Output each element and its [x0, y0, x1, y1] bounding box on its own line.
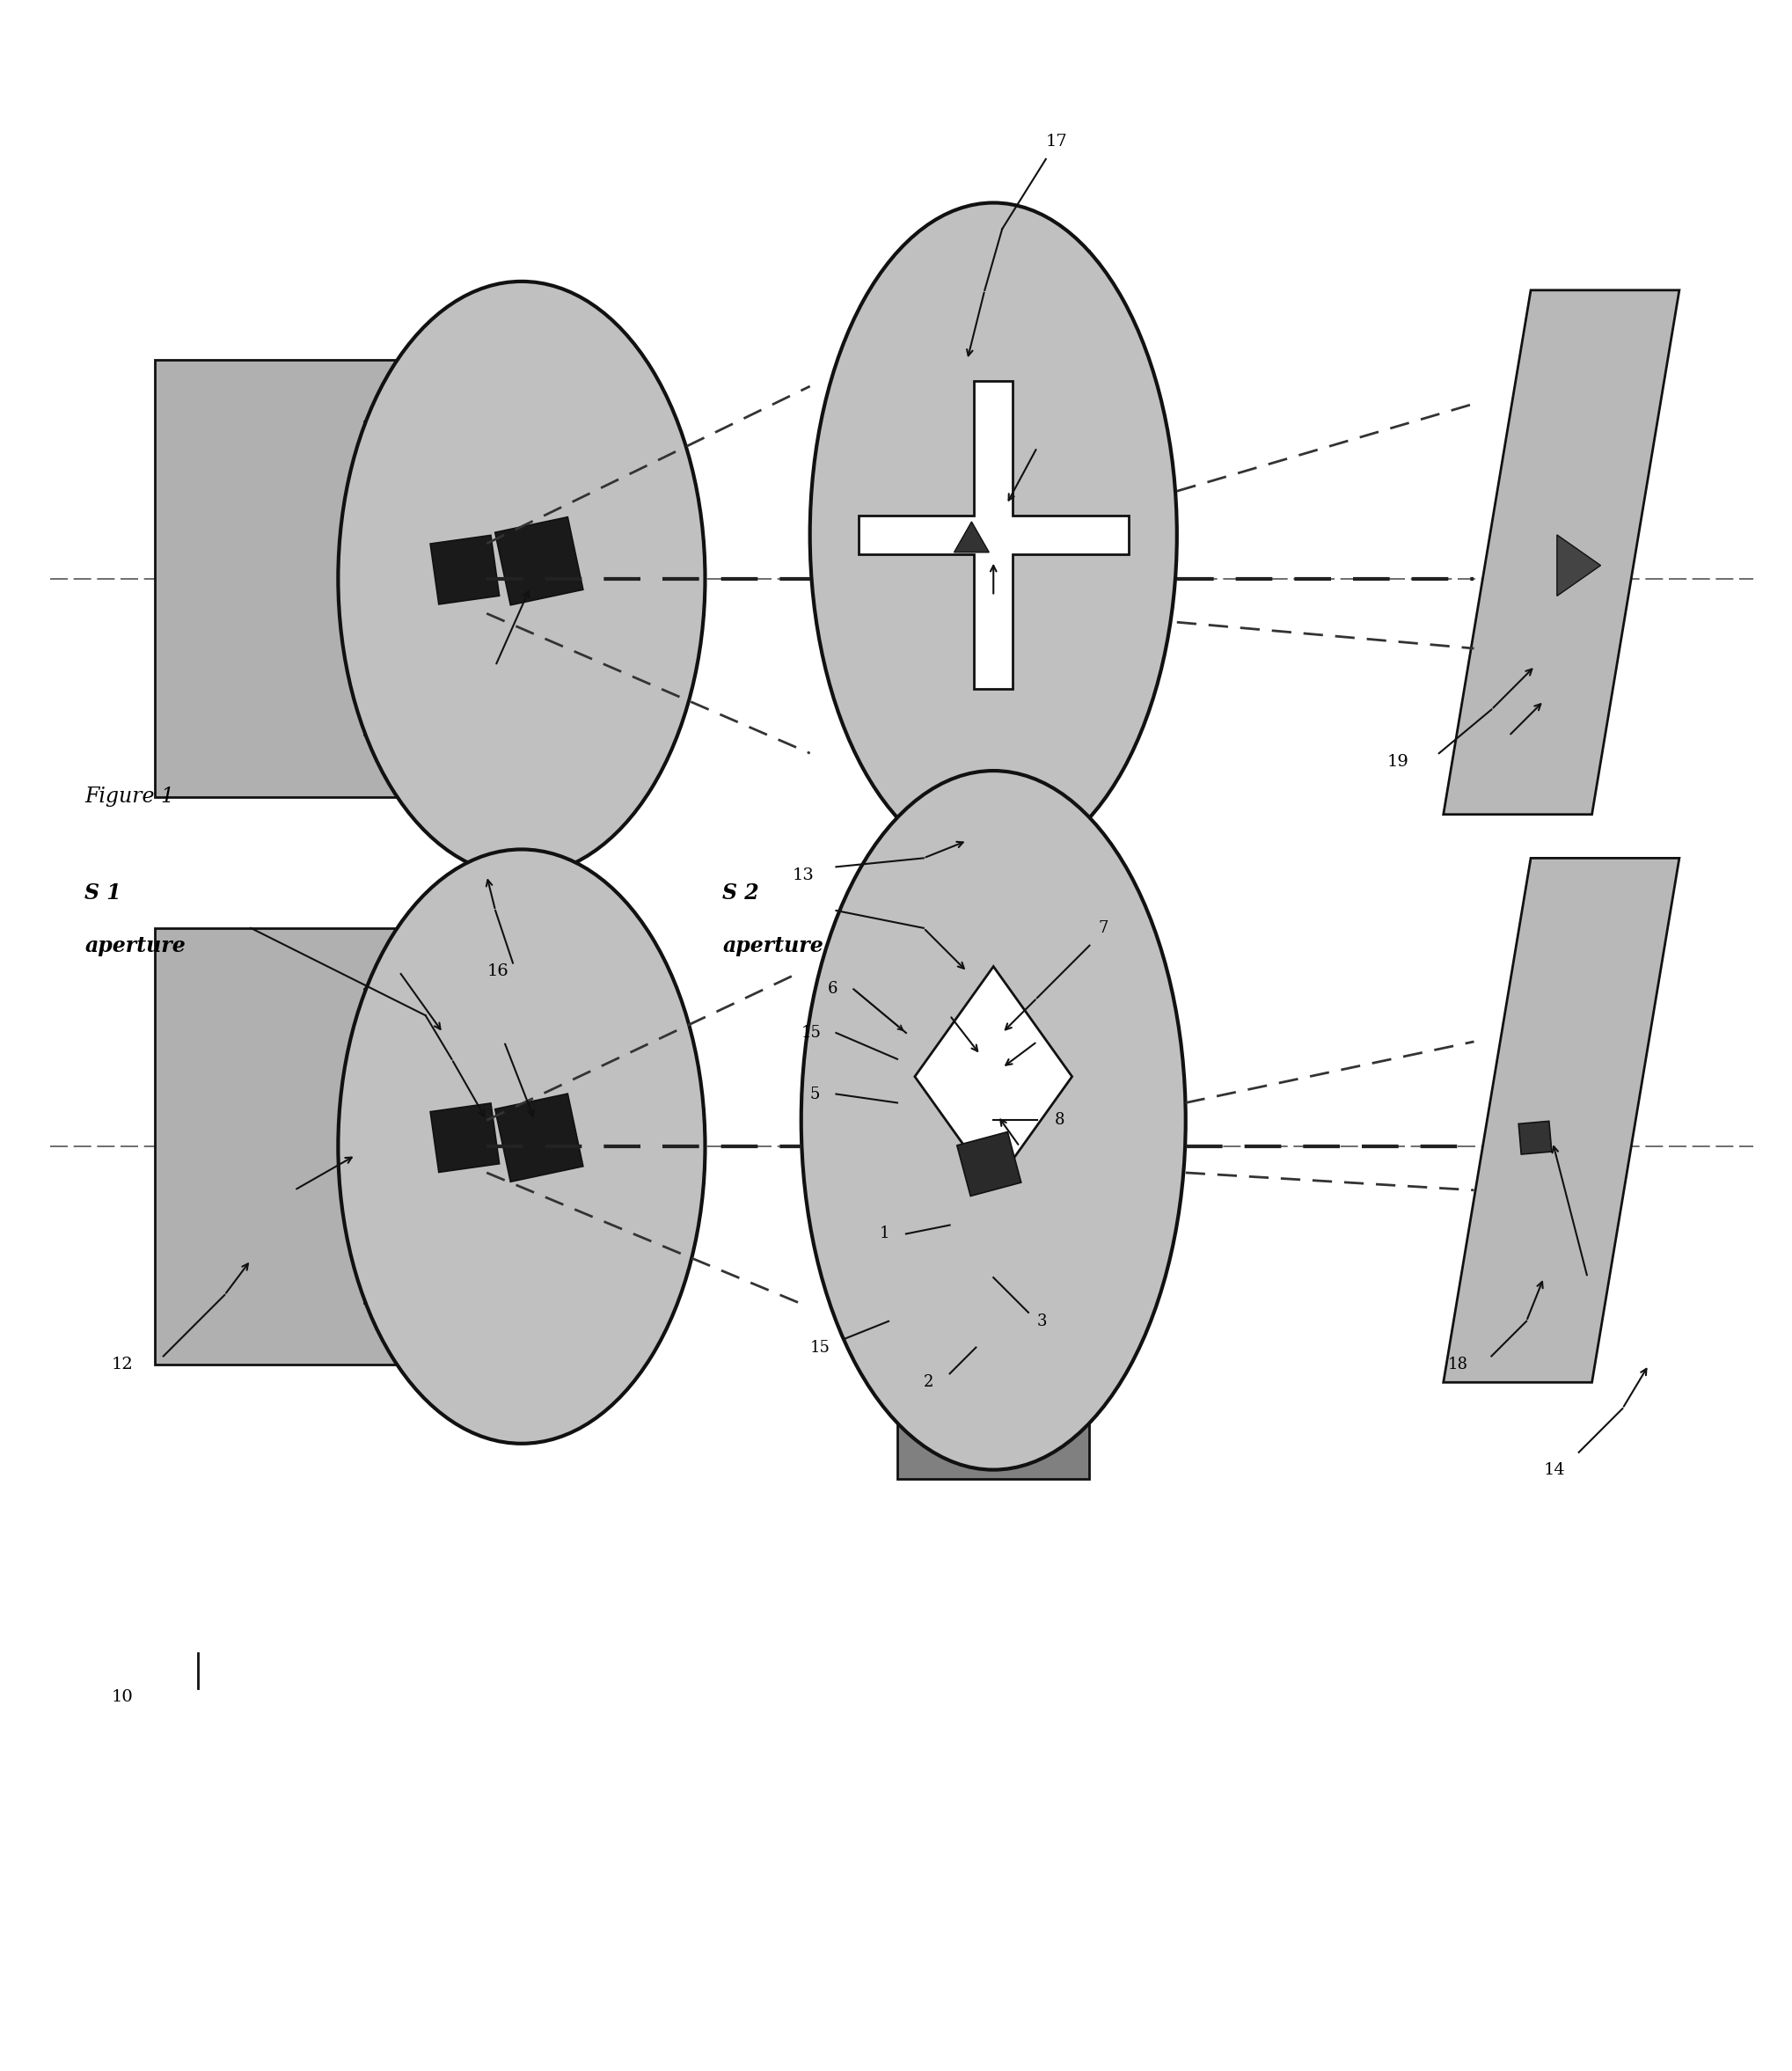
Text: 10: 10 — [111, 1690, 133, 1704]
Text: 12: 12 — [111, 1357, 133, 1373]
Polygon shape — [430, 534, 500, 605]
Bar — [898, 1286, 1090, 1479]
Ellipse shape — [810, 203, 1177, 868]
Text: 15: 15 — [810, 1340, 830, 1354]
Text: 15: 15 — [801, 1025, 821, 1042]
Bar — [898, 251, 1090, 443]
Bar — [364, 990, 470, 1305]
Polygon shape — [1518, 1120, 1552, 1154]
Polygon shape — [1557, 534, 1600, 596]
Polygon shape — [953, 522, 989, 553]
Text: aperture: aperture — [722, 934, 824, 957]
Text: 1: 1 — [880, 1226, 891, 1243]
Polygon shape — [495, 518, 582, 605]
Text: 3: 3 — [1038, 1313, 1047, 1330]
Text: 13: 13 — [792, 868, 814, 884]
Ellipse shape — [339, 849, 704, 1443]
Polygon shape — [1443, 290, 1679, 814]
Bar — [898, 841, 1090, 1015]
Text: Figure 1: Figure 1 — [84, 787, 174, 808]
Text: aperture: aperture — [84, 934, 186, 957]
Polygon shape — [430, 1104, 500, 1172]
Text: 5: 5 — [810, 1085, 821, 1102]
Polygon shape — [495, 1093, 582, 1183]
Text: 8: 8 — [1054, 1112, 1064, 1129]
Text: 2: 2 — [923, 1375, 934, 1390]
Text: 18: 18 — [1448, 1357, 1468, 1373]
Ellipse shape — [339, 282, 704, 876]
Polygon shape — [914, 967, 1072, 1187]
Text: 16: 16 — [487, 963, 509, 980]
Text: S 2: S 2 — [722, 882, 760, 903]
Bar — [898, 688, 1090, 907]
Text: 7: 7 — [1098, 920, 1107, 936]
Ellipse shape — [801, 770, 1186, 1470]
Text: 19: 19 — [1387, 754, 1409, 770]
Polygon shape — [957, 1133, 1021, 1197]
Bar — [364, 420, 470, 735]
Polygon shape — [1443, 857, 1679, 1381]
Text: 6: 6 — [828, 982, 837, 996]
Text: S 1: S 1 — [84, 882, 122, 903]
Text: 14: 14 — [1545, 1462, 1566, 1479]
Bar — [154, 360, 470, 797]
Polygon shape — [858, 381, 1129, 690]
Bar — [154, 928, 470, 1365]
Text: 17: 17 — [1047, 135, 1068, 149]
